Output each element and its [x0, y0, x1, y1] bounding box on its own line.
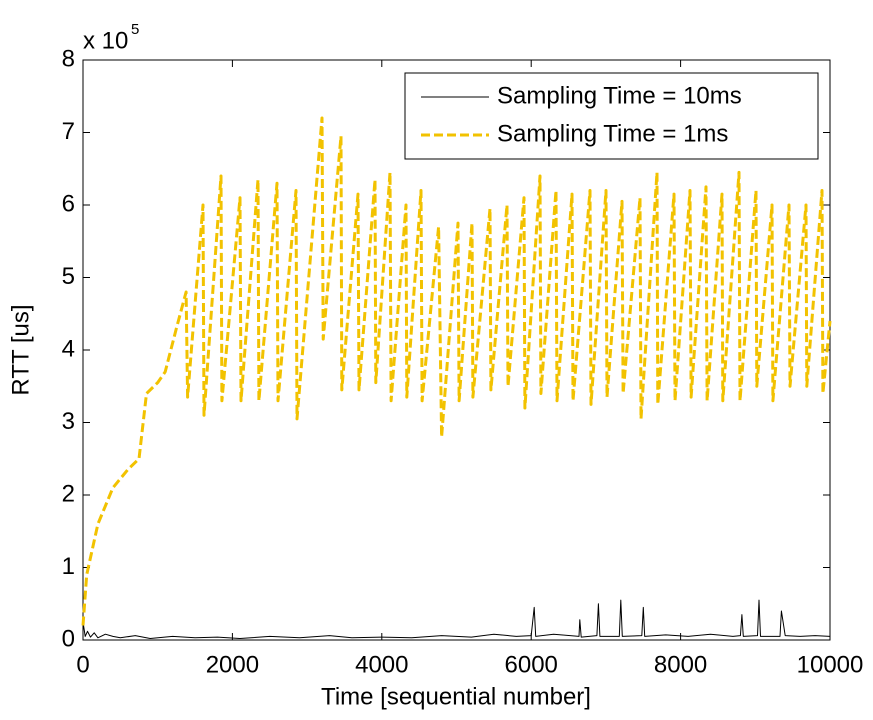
y-tick-label: 4 — [62, 335, 75, 362]
x-axis-label: Time [sequential number] — [321, 683, 591, 710]
y-axis-label: RTT [us] — [7, 304, 34, 395]
legend-box — [404, 72, 819, 160]
y-multiplier: x 10 — [83, 27, 128, 54]
y-tick-label: 8 — [62, 45, 75, 72]
y-tick-label: 7 — [62, 118, 75, 145]
x-tick-label: 8000 — [654, 651, 707, 678]
y-tick-label: 3 — [62, 408, 75, 435]
x-tick-label: 0 — [76, 651, 89, 678]
y-multiplier-exponent: 5 — [131, 21, 139, 38]
y-tick-label: 5 — [62, 263, 75, 290]
x-tick-label: 10000 — [797, 651, 864, 678]
y-tick-label: 6 — [62, 190, 75, 217]
legend-label: Sampling Time = 10ms — [497, 82, 742, 109]
x-tick-label: 2000 — [206, 651, 259, 678]
x-tick-label: 4000 — [355, 651, 408, 678]
legend-label: Sampling Time = 1ms — [497, 120, 728, 147]
x-tick-label: 6000 — [505, 651, 558, 678]
y-tick-label: 1 — [62, 553, 75, 580]
y-tick-label: 0 — [62, 625, 75, 652]
y-tick-label: 2 — [62, 480, 75, 507]
series-line — [81, 116, 832, 626]
series-line — [82, 599, 831, 639]
